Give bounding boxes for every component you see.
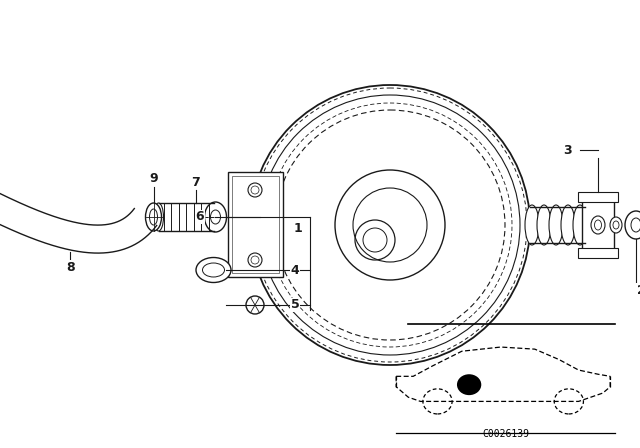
Ellipse shape [549,205,563,245]
Ellipse shape [573,205,587,245]
Text: 2: 2 [637,284,640,297]
Bar [578,248,618,258]
Text: 8: 8 [66,261,74,274]
Ellipse shape [561,205,575,245]
Text: 5: 5 [291,298,300,311]
Circle shape [457,374,481,395]
Ellipse shape [625,211,640,239]
Bar [582,200,614,250]
Bar [578,192,618,202]
Text: 7: 7 [191,176,200,189]
Text: 3: 3 [563,143,572,156]
Ellipse shape [537,205,551,245]
Bar [232,177,278,273]
Ellipse shape [196,258,231,283]
Text: 4: 4 [291,263,300,276]
Bar [227,172,282,277]
Text: 9: 9 [149,172,158,185]
Ellipse shape [610,217,622,233]
Ellipse shape [145,203,161,231]
Ellipse shape [525,205,539,245]
Text: 6: 6 [196,211,204,224]
Ellipse shape [205,202,227,232]
Text: 1: 1 [294,223,302,236]
Text: C0026139: C0026139 [482,429,529,439]
Ellipse shape [591,216,605,234]
Ellipse shape [154,203,163,231]
Ellipse shape [246,296,264,314]
